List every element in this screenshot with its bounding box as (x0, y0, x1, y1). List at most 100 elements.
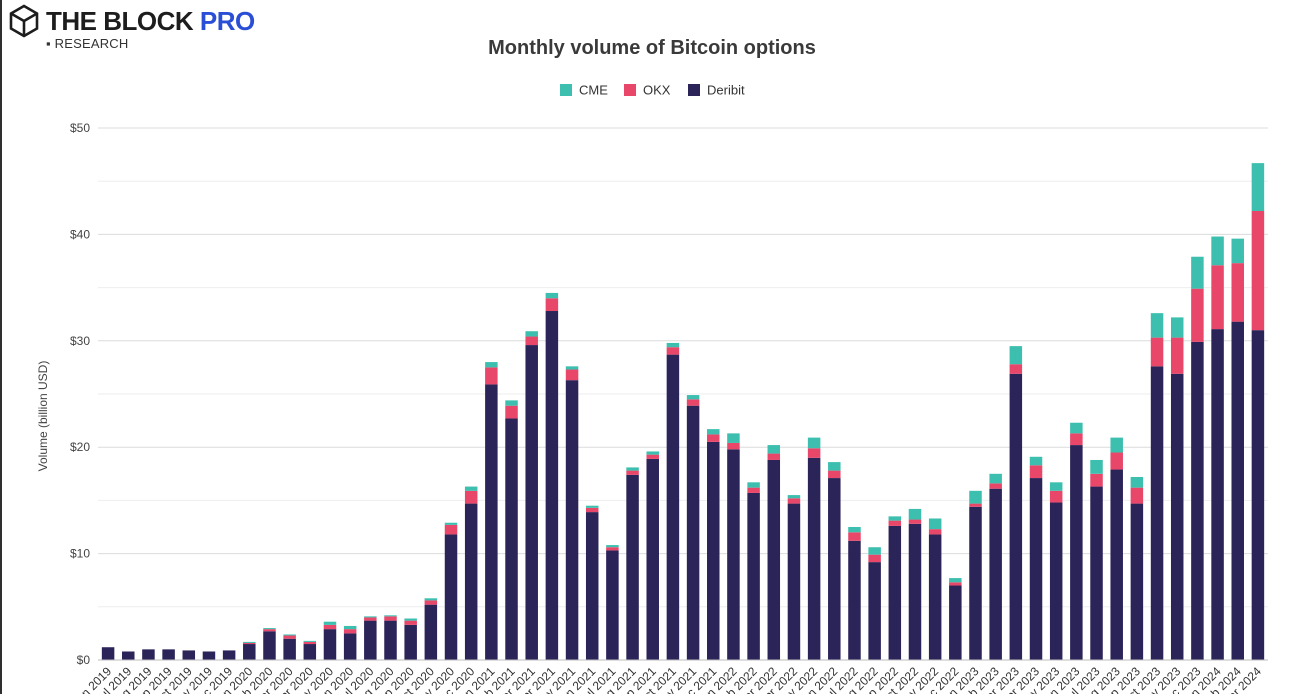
bar-deribit (1130, 503, 1144, 660)
bar-okx (848, 532, 861, 541)
bar-cme (1251, 163, 1265, 211)
bar-cme (505, 400, 518, 406)
bar-okx (505, 405, 518, 419)
bar-cme (747, 482, 760, 488)
y-tick-label: $30 (70, 334, 90, 348)
bar-okx (283, 635, 296, 639)
bar-okx (424, 600, 438, 605)
bar-deribit (666, 354, 680, 660)
bar-okx (888, 520, 902, 526)
bar-deribit (263, 631, 276, 660)
bar-cme (1191, 256, 1204, 289)
cube-logo-icon (9, 4, 39, 38)
bar-okx (1150, 337, 1164, 367)
bar-okx (525, 336, 538, 346)
bar-deribit (606, 550, 619, 660)
bar-cme (848, 527, 861, 533)
brand-name: THE BLOCK PRO (46, 6, 255, 37)
bar-okx (1110, 452, 1123, 470)
bar-okx (404, 620, 417, 625)
bar-deribit (202, 651, 216, 660)
bar-deribit (1211, 329, 1224, 660)
bar-okx (969, 503, 982, 507)
bar-deribit (162, 649, 175, 660)
bar-deribit (888, 525, 902, 660)
bar-cme (686, 395, 700, 400)
bar-deribit (565, 380, 579, 660)
y-tick-label: $20 (70, 440, 90, 454)
bar-deribit (182, 650, 196, 660)
bar-deribit (1009, 373, 1023, 660)
bar-cme (949, 578, 962, 583)
legend-item-cme[interactable]: CME (560, 83, 608, 98)
bar-deribit (525, 345, 538, 660)
bar-deribit (908, 523, 922, 660)
bar-cme (525, 331, 538, 337)
bar-cme (404, 618, 417, 621)
bar-deribit (727, 449, 740, 660)
bar-okx (565, 369, 579, 381)
bar-okx (364, 617, 377, 621)
bar-deribit (1049, 502, 1063, 660)
bar-okx (908, 519, 922, 524)
bar-cme (343, 625, 357, 630)
bar-cme (626, 467, 639, 471)
bar-okx (323, 624, 337, 630)
bar-cme (444, 522, 458, 525)
bar-cme (283, 634, 296, 636)
bar-cme (384, 615, 397, 617)
bar-deribit (928, 534, 942, 660)
bar-cme (969, 490, 982, 504)
bar-okx (1090, 473, 1103, 487)
legend-item-deribit[interactable]: Deribit (688, 83, 745, 98)
bar-okx (787, 498, 801, 504)
bar-deribit (1110, 469, 1123, 660)
bar-cme (585, 505, 599, 508)
legend-label: CME (579, 83, 608, 98)
bar-deribit (989, 488, 1002, 660)
bar-cme (1090, 459, 1103, 474)
bar-okx (1191, 288, 1204, 342)
bar-okx (464, 490, 478, 504)
bar-cme (1009, 346, 1023, 365)
bar-cme (989, 473, 1002, 484)
bar-okx (707, 434, 720, 442)
bar-deribit (101, 647, 115, 660)
bar-deribit (1090, 486, 1103, 660)
bar-deribit (707, 441, 720, 660)
bar-deribit (1231, 321, 1244, 660)
brand-name-accent: PRO (199, 5, 255, 36)
bar-deribit (787, 503, 801, 660)
bar-okx (767, 453, 781, 460)
bar-deribit (283, 638, 296, 660)
bar-deribit (222, 650, 236, 660)
bar-deribit (686, 405, 700, 660)
bar-deribit (1029, 478, 1043, 660)
brand-logo: THE BLOCK PRO ▪ RESEARCH (8, 4, 255, 51)
bar-cme (323, 621, 337, 625)
bar-cme (868, 547, 881, 555)
bar-deribit (1170, 373, 1184, 660)
bar-okx (807, 448, 821, 458)
bar-cme (1130, 476, 1144, 488)
bar-okx (1231, 263, 1244, 322)
bar-deribit (505, 418, 518, 660)
bar-cme (1211, 236, 1224, 266)
bar-deribit (464, 503, 478, 660)
legend-item-okx[interactable]: OKX (624, 83, 671, 98)
bar-okx (263, 629, 276, 632)
brand-subtitle-text: RESEARCH (54, 36, 129, 51)
bar-okx (303, 641, 317, 645)
bar-cme (1150, 313, 1164, 338)
bar-okx (1009, 364, 1023, 374)
bar-cme (807, 437, 821, 449)
legend-swatch (624, 84, 636, 96)
bar-cme (364, 616, 377, 618)
bar-okx (545, 298, 559, 312)
bar-deribit (626, 474, 639, 660)
bar-okx (666, 347, 680, 355)
bar-cme (1170, 317, 1184, 338)
bar-deribit (122, 651, 135, 660)
